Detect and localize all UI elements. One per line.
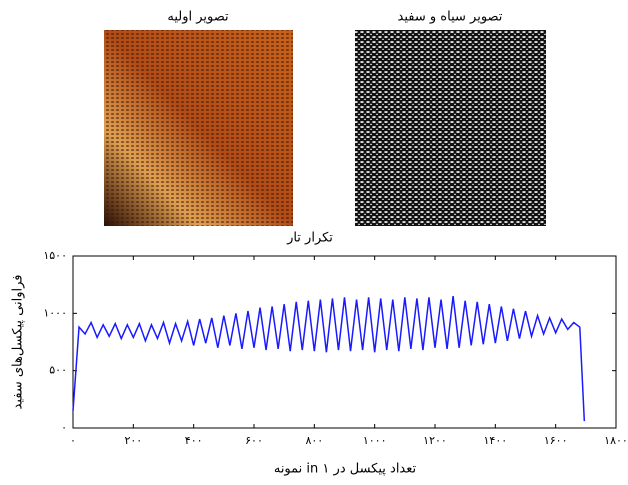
x-tick-label: ۱۲۰۰ xyxy=(423,434,447,447)
data-line xyxy=(72,296,586,422)
x-tick-label: ۴۰۰ xyxy=(185,434,203,447)
x-tick-label: ۰ xyxy=(70,434,76,447)
x-tick-label: ۱۴۰۰ xyxy=(484,434,508,447)
chart-title: تکرار تار xyxy=(286,231,333,246)
x-tick-label: ۸۰۰ xyxy=(305,434,323,447)
y-axis-label: فراوانی پیکسل‌های سفید xyxy=(11,275,26,410)
y-tick-label: ۱۰۰۰ xyxy=(43,306,67,319)
y-tick-label: ۱۵۰۰ xyxy=(43,249,67,262)
x-tick-label: ۲۰۰ xyxy=(124,434,142,447)
y-tick-label: ۰ xyxy=(61,421,67,434)
x-tick-label: ۱۸۰۰ xyxy=(604,434,628,447)
x-tick-label: ۱۰۰۰ xyxy=(363,434,387,447)
image-title: تصویر اولیه xyxy=(167,10,229,25)
x-tick-label: ۱۶۰۰ xyxy=(544,434,568,447)
x-axis-label: تعداد پیکسل در ۱ in نمونه xyxy=(274,462,417,477)
plot-frame xyxy=(72,255,617,429)
x-tick-label: ۶۰۰ xyxy=(245,434,263,447)
binary-image xyxy=(355,30,546,226)
image-title: تصویر سیاه و سفید xyxy=(398,10,503,25)
image-texture xyxy=(104,30,293,226)
y-tick-label: ۵۰۰ xyxy=(49,364,67,377)
